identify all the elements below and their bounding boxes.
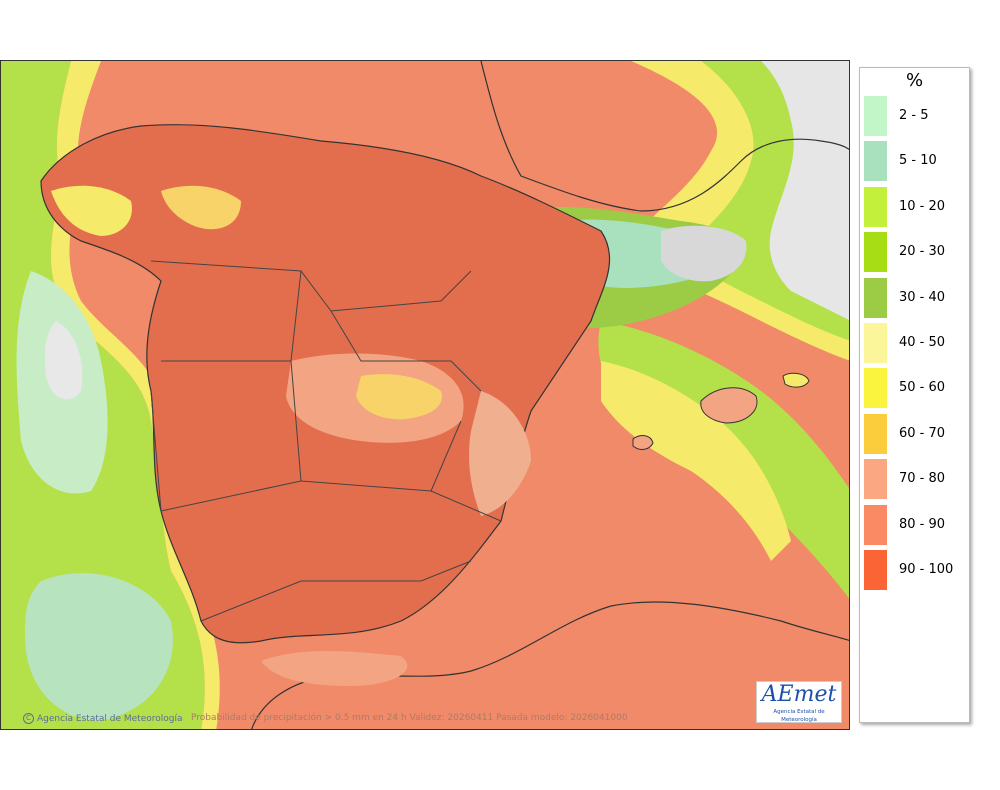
central-yellow-area [356, 374, 442, 420]
pyrenees-grey-area [661, 225, 747, 282]
precipitation-probability-map: C Agencia Estatal de Meteorología Probabi… [0, 60, 850, 730]
legend-swatch [864, 186, 887, 227]
region-borders [150, 260, 502, 622]
legend-swatch [864, 323, 887, 363]
legend-swatch [864, 550, 887, 590]
legend-swatch [864, 368, 887, 409]
legend-item: 90 - 100 [864, 544, 968, 590]
legend-swatch [864, 413, 887, 454]
aemet-logo-text: AEmet [761, 682, 837, 707]
legend-label: 50 - 60 [899, 380, 946, 396]
copyright-icon: C [23, 713, 34, 724]
galicia-yellow-area [51, 185, 132, 236]
legend-swatch [864, 459, 887, 500]
legend-label: 90 - 100 [899, 562, 954, 577]
legend-item: 40 - 50 [864, 317, 968, 363]
legend-item: 60 - 70 [864, 408, 968, 454]
legend-swatch [864, 504, 887, 545]
mallorca-island [700, 387, 758, 424]
menorca-island [782, 372, 810, 388]
legend-label: 70 - 80 [899, 471, 946, 487]
agency-credit-text: Agencia Estatal de Meteorología [37, 714, 183, 724]
legend-swatch [864, 277, 887, 318]
legend-label: 20 - 30 [899, 244, 946, 260]
agency-credit: C Agencia Estatal de Meteorología [23, 713, 183, 724]
legend-label: 5 - 10 [899, 153, 937, 169]
atlantic-pale-area-south [24, 573, 173, 721]
east-coast-lighter-area [469, 391, 531, 516]
legend-item: 20 - 30 [864, 226, 968, 273]
legend-item: 2 - 5 [864, 90, 968, 136]
aemet-logo-subtitle: Agencia Estatal de Meteorología [773, 709, 825, 723]
legend-panel: % 2 - 5 5 - 10 10 - 20 20 - 30 30 - 40 40 - 5… [859, 67, 970, 723]
legend-item: 30 - 40 [864, 272, 968, 318]
legend-label: 2 - 5 [899, 108, 929, 123]
legend-swatch [864, 96, 887, 136]
legend-swatch [864, 141, 887, 182]
legend-item: 70 - 80 [864, 453, 968, 500]
france-coastline [480, 61, 849, 212]
legend-label: 30 - 40 [899, 289, 946, 305]
northeast-grey-area [761, 61, 849, 321]
legend-item: 80 - 90 [864, 499, 968, 545]
atlantic-grey-area [44, 321, 83, 400]
legend-label: 60 - 70 [899, 425, 946, 441]
legend-label: 10 - 20 [899, 198, 946, 214]
legend-swatch [864, 232, 887, 273]
legend-item: 50 - 60 [864, 362, 968, 409]
aemet-logo: AEmet Agencia Estatal de Meteorología [756, 681, 842, 723]
map-caption: Probabilidad de precipitación > 0.5 mm e… [191, 713, 628, 723]
mediterranean-yellow-area [601, 361, 791, 561]
legend-label: 80 - 90 [899, 516, 946, 532]
atlantic-yellow-fringe [50, 61, 220, 729]
legend-item: 10 - 20 [864, 181, 968, 227]
ibiza-island [632, 435, 654, 450]
legend-label: 40 - 50 [899, 335, 946, 350]
legend-item: 5 - 10 [864, 135, 968, 182]
legend-unit: % [905, 70, 924, 91]
map-graphic [1, 61, 849, 729]
cantabria-yellow-area [161, 185, 241, 230]
north-africa-lighter-area [261, 651, 408, 686]
